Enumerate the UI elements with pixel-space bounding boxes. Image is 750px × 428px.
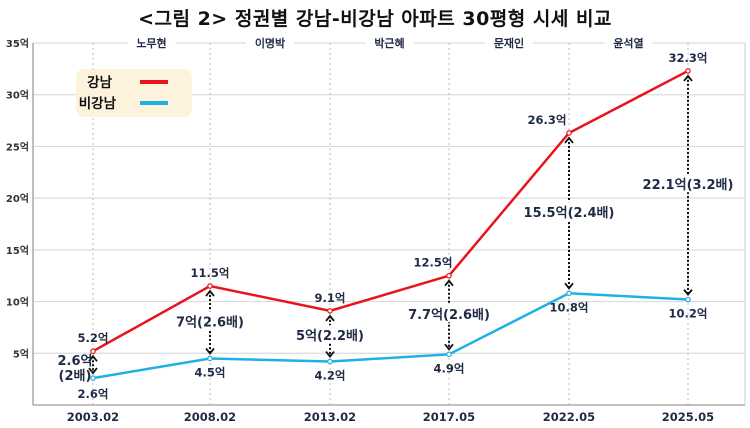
y-tick-label: 30억 xyxy=(6,90,29,102)
data-label: 4.2억 xyxy=(315,369,346,383)
period-label: 윤석열 xyxy=(613,36,643,50)
x-tick-label: 2025.05 xyxy=(662,410,714,424)
period-label-bg xyxy=(246,35,294,49)
y-tick-label: 35억 xyxy=(6,38,29,50)
data-label: 5.2억 xyxy=(78,331,109,345)
gap-label: (2배) xyxy=(59,368,92,384)
arrow-head-down xyxy=(205,347,215,355)
arrow-head-up xyxy=(325,314,335,322)
period-label: 문재인 xyxy=(494,36,524,50)
period-label-bg xyxy=(485,35,533,49)
data-label: 10.8억 xyxy=(550,300,589,314)
gap-label: 7억(2.6배) xyxy=(176,314,244,330)
gap-label: 15.5억(2.4배) xyxy=(524,205,615,221)
x-tick-label: 2013.02 xyxy=(304,410,356,424)
data-point xyxy=(90,348,96,355)
period-label-bg xyxy=(604,35,653,49)
period-label: 노무현 xyxy=(136,36,166,50)
arrow-head-up xyxy=(444,279,454,287)
data-point xyxy=(685,68,691,74)
data-label: 11.5억 xyxy=(191,266,230,280)
series-line-non-gangnam xyxy=(92,292,689,380)
legend-label: 비강남 xyxy=(79,95,117,112)
y-tick-label: 5억 xyxy=(13,348,29,360)
data-point xyxy=(207,283,213,289)
data-point xyxy=(327,358,333,365)
arrow-head-down xyxy=(683,288,693,296)
arrow-head-up xyxy=(88,354,98,362)
arrow-head-down xyxy=(88,367,98,375)
x-tick-label: 2003.02 xyxy=(67,410,119,424)
data-point xyxy=(446,272,452,279)
data-label: 9.1억 xyxy=(315,291,346,305)
x-tick-label: 2017.05 xyxy=(423,410,475,424)
data-point xyxy=(446,351,452,358)
data-point xyxy=(566,290,572,297)
data-point xyxy=(90,375,96,381)
data-point xyxy=(685,296,691,303)
data-label: 26.3억 xyxy=(528,113,567,127)
chart-title: <그림 2> 정권별 강남-비강남 아파트 30평형 시세 비교 xyxy=(138,8,612,30)
data-label: 10.2억 xyxy=(669,307,708,321)
gap-label-bg xyxy=(642,174,734,193)
data-label: 12.5억 xyxy=(414,256,453,270)
y-tick-label: 15억 xyxy=(6,245,29,257)
gap-label-bg xyxy=(403,304,495,323)
x-tick-label: 2022.05 xyxy=(543,410,595,424)
arrow-head-down xyxy=(564,282,574,290)
x-tick-label: 2008.02 xyxy=(184,410,236,424)
data-point xyxy=(207,355,213,362)
period-label: 박근혜 xyxy=(374,36,404,50)
data-label: 4.9억 xyxy=(434,361,465,375)
data-point xyxy=(566,130,572,136)
arrow-head-down xyxy=(325,350,335,359)
period-label-bg xyxy=(365,35,414,49)
legend-label: 강남 xyxy=(87,74,112,91)
arrow-head-down xyxy=(444,343,454,351)
period-label: 이명박 xyxy=(255,36,285,50)
series-line-gangnam xyxy=(92,69,689,353)
gap-label: 22.1억(3.2배) xyxy=(643,177,734,193)
y-tick-label: 10억 xyxy=(6,297,29,309)
gap-label: 5억(2.2배) xyxy=(296,328,364,344)
gap-label: 7.7억(2.6배) xyxy=(408,307,490,323)
data-label: 4.5억 xyxy=(195,365,226,379)
arrow-head-up xyxy=(205,289,215,297)
period-label-bg xyxy=(127,35,176,49)
data-label: 32.3억 xyxy=(669,51,708,65)
data-label: 2.6억 xyxy=(78,387,109,401)
gap-label-bg xyxy=(164,311,256,330)
arrow-head-up xyxy=(683,74,693,82)
arrow-head-up xyxy=(564,136,574,144)
gap-label-bg xyxy=(284,325,376,344)
data-point xyxy=(327,308,333,314)
y-tick-label: 20억 xyxy=(6,193,29,205)
gap-label-bg xyxy=(523,202,615,221)
gap-label: 2.6억 xyxy=(58,354,93,369)
y-tick-label: 25억 xyxy=(6,141,29,153)
